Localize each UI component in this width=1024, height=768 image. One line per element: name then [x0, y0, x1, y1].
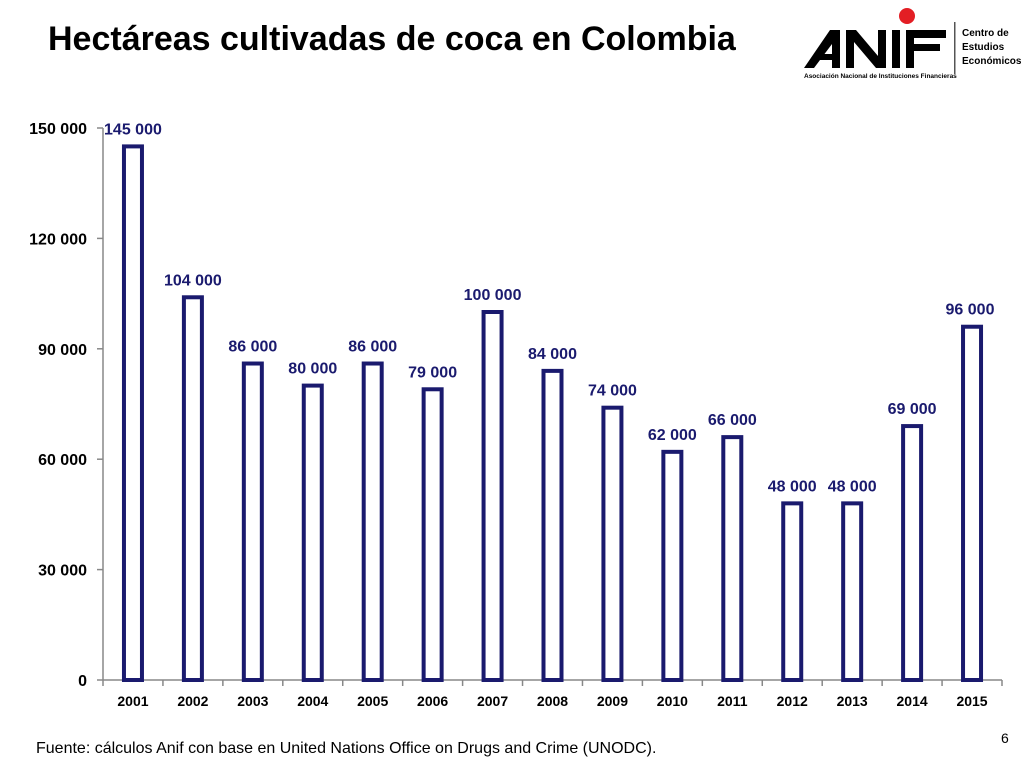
data-label: 86 000: [348, 339, 397, 356]
data-label: 100 000: [464, 287, 522, 304]
data-labels: 145 000 104 000 86 000 80 000 86 000 79 000 10…: [104, 121, 995, 495]
bar: [961, 324, 984, 682]
x-tick-label: 2012: [777, 693, 808, 709]
data-label: 84 000: [528, 346, 577, 363]
x-tick-label: 2007: [477, 693, 508, 709]
source-note: Fuente: cálculos Anif con base en United…: [36, 740, 657, 757]
data-label: 69 000: [888, 401, 937, 418]
x-axis: 2001 2002 2003 2004 2005 2006 2007 2008 2009 2010…: [102, 679, 1003, 709]
data-label: 48 000: [768, 478, 817, 495]
x-tick-label: 2015: [956, 693, 987, 709]
bar: [541, 368, 564, 682]
y-tick-label: 150 000: [29, 121, 87, 138]
x-tick-label: 2006: [417, 693, 448, 709]
bar: [361, 361, 384, 682]
chart-title: Hectáreas cultivadas de coca en Colombia: [48, 20, 736, 58]
page-number: 6: [1001, 730, 1009, 746]
bar: [901, 424, 924, 682]
bar: [241, 361, 264, 682]
bar: [661, 449, 684, 682]
x-tick-label: 2013: [837, 693, 868, 709]
x-tick-label: 2014: [897, 693, 928, 709]
bars: [121, 144, 984, 682]
data-label: 79 000: [408, 364, 457, 381]
x-tick-label: 2002: [177, 693, 208, 709]
logo-dot: [899, 8, 915, 24]
bar: [181, 295, 204, 682]
logo-subtitle: Asociación Nacional de Instituciones Fin…: [804, 73, 957, 80]
x-tick-label: 2005: [357, 693, 388, 709]
data-label: 48 000: [828, 478, 877, 495]
x-tick-label: 2011: [717, 693, 748, 709]
y-tick-label: 60 000: [38, 452, 87, 469]
bar: [301, 383, 324, 682]
bar: [121, 144, 144, 682]
x-tick-label: 2010: [657, 693, 688, 709]
y-tick-label: 90 000: [38, 342, 87, 359]
y-axis: 0 30 000 60 000 90 000 120 000 150 000: [29, 121, 104, 690]
bar: [601, 405, 624, 682]
data-label: 104 000: [164, 272, 222, 289]
logo-side-line-3: Económicos: [962, 56, 1022, 67]
data-label: 86 000: [228, 339, 277, 356]
bar: [781, 501, 804, 682]
logo-side-line-1: Centro de: [962, 28, 1009, 39]
y-tick-label: 0: [78, 673, 87, 690]
data-label: 74 000: [588, 383, 637, 400]
bar: [841, 501, 864, 682]
data-label: 66 000: [708, 412, 757, 429]
x-tick-label: 2008: [537, 693, 568, 709]
x-tick-label: 2003: [237, 693, 268, 709]
anif-logo: Asociación Nacional de Instituciones Fin…: [804, 8, 1022, 80]
logo-letters: [804, 30, 946, 68]
data-label: 80 000: [288, 361, 337, 378]
bar: [721, 435, 744, 682]
x-tick-label: 2004: [297, 693, 328, 709]
x-tick-label: 2009: [597, 693, 628, 709]
data-label: 62 000: [648, 427, 697, 444]
bar: [481, 310, 504, 682]
data-label: 145 000: [104, 121, 162, 138]
y-tick-label: 120 000: [29, 231, 87, 248]
y-tick-label: 30 000: [38, 563, 87, 580]
logo-divider: [954, 22, 956, 74]
x-tick-label: 2001: [117, 693, 148, 709]
bar: [421, 387, 444, 682]
logo-side-line-2: Estudios: [962, 42, 1005, 53]
data-label: 96 000: [946, 302, 995, 319]
